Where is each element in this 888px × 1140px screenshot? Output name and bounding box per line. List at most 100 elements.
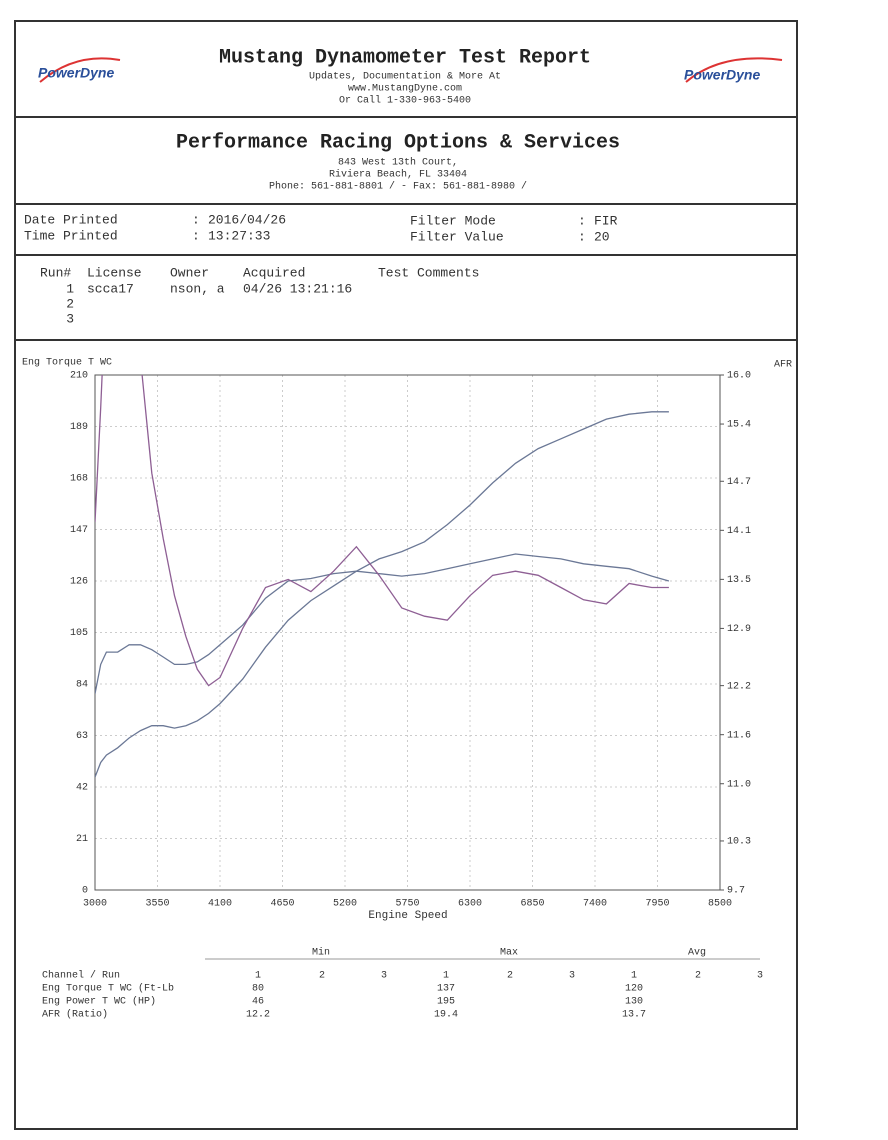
- runs-cell: 3: [66, 311, 74, 326]
- summary-value: 120: [625, 984, 643, 995]
- info-sep: :: [192, 212, 200, 227]
- y-tick-label: 105: [70, 628, 88, 639]
- logo-swoosh: [39, 57, 121, 83]
- y2-tick-label: 16.0: [727, 371, 751, 382]
- x-tick-label: 5750: [395, 899, 419, 910]
- data-line: [95, 411, 669, 778]
- channel-name: AFR (Ratio): [42, 1009, 108, 1021]
- summary-value: 46: [252, 997, 264, 1008]
- y2-axis-label: AFR: [774, 360, 792, 371]
- info-value: 13:27:33: [208, 228, 270, 243]
- y-tick-label: 126: [70, 577, 88, 588]
- summary-value: 137: [437, 984, 455, 995]
- y2-tick-label: 14.7: [727, 477, 751, 488]
- logo: PowerDyne: [38, 65, 114, 81]
- y-axis-label: Eng Torque T WC: [22, 358, 112, 369]
- y-tick-label: 21: [76, 834, 88, 845]
- info-label: Time Printed: [24, 228, 118, 243]
- info-sep: :: [578, 213, 586, 228]
- x-tick-label: 3000: [83, 899, 107, 910]
- x-tick-label: 7950: [645, 899, 669, 910]
- data-line: [95, 553, 670, 694]
- info-sep: :: [192, 228, 200, 243]
- y-tick-label: 189: [70, 422, 88, 433]
- info-value: 2016/04/26: [208, 212, 286, 227]
- report-title: Mustang Dynamometer Test Report: [219, 46, 591, 69]
- run-header: 2: [695, 971, 701, 982]
- x-tick-label: 4100: [208, 899, 232, 910]
- x-tick-label: 8500: [708, 899, 732, 910]
- summary-value: 12.2: [246, 1010, 270, 1021]
- group-label: Avg: [688, 948, 706, 959]
- summary-value: 195: [437, 997, 455, 1008]
- info-label: Filter Value: [410, 229, 504, 244]
- info-label: Filter Mode: [410, 213, 496, 228]
- y2-tick-label: 11.6: [727, 730, 751, 741]
- run-header: 1: [255, 971, 261, 982]
- runs-header: Acquired: [243, 265, 305, 280]
- summary-value: 13.7: [622, 1010, 646, 1021]
- y2-tick-label: 10.3: [727, 837, 751, 848]
- data-line: [95, 375, 669, 687]
- summary-value: 80: [252, 984, 264, 995]
- y-tick-label: 210: [70, 371, 88, 382]
- channel-header: Channel / Run: [42, 970, 120, 982]
- shop-line: 843 West 13th Court,: [338, 157, 458, 169]
- x-tick-label: 4650: [270, 899, 294, 910]
- x-tick-label: 7400: [583, 899, 607, 910]
- info-sep: :: [578, 229, 586, 244]
- shop-line: Phone: 561-881-8801 / - Fax: 561-881-898…: [269, 181, 527, 193]
- run-header: 3: [381, 971, 387, 982]
- group-label: Max: [500, 948, 518, 959]
- plot-frame: [94, 374, 721, 891]
- runs-header: Owner: [170, 265, 209, 280]
- runs-cell: 04/26 13:21:16: [243, 281, 352, 296]
- y2-tick-label: 15.4: [727, 420, 751, 431]
- channel-name: Eng Torque T WC (Ft-Lb: [42, 983, 174, 995]
- runs-header: Test Comments: [378, 265, 479, 280]
- y2-tick-label: 12.9: [727, 624, 751, 635]
- run-header: 3: [569, 971, 575, 982]
- run-header: 2: [507, 971, 513, 982]
- y2-tick-label: 14.1: [727, 526, 751, 537]
- shop-line: Riviera Beach, FL 33404: [329, 169, 467, 181]
- info-value: 20: [594, 229, 610, 244]
- group-label: Min: [312, 947, 330, 959]
- y-tick-label: 168: [70, 474, 88, 485]
- x-tick-label: 6850: [520, 899, 544, 910]
- runs-cell: 1: [66, 281, 74, 296]
- runs-header: License: [87, 265, 142, 280]
- y-tick-label: 0: [82, 886, 88, 897]
- x-axis-label: Engine Speed: [368, 910, 447, 922]
- y-tick-label: 63: [76, 731, 88, 742]
- y2-tick-label: 13.5: [727, 575, 751, 586]
- channel-name: Eng Power T WC (HP): [42, 996, 156, 1008]
- y2-tick-label: 12.2: [727, 681, 751, 692]
- logo: PowerDyne: [684, 67, 760, 83]
- run-header: 2: [319, 971, 325, 982]
- y-tick-label: 147: [70, 525, 88, 536]
- x-tick-label: 6300: [458, 899, 482, 910]
- x-tick-label: 3550: [145, 899, 169, 910]
- run-header: 1: [631, 971, 637, 982]
- run-header: 1: [443, 971, 449, 982]
- header-line: www.MustangDyne.com: [348, 84, 462, 95]
- info-label: Date Printed: [24, 212, 118, 227]
- run-header: 3: [757, 971, 763, 982]
- logo-swoosh: [685, 57, 783, 83]
- info-value: FIR: [594, 213, 618, 228]
- shop-name: Performance Racing Options & Services: [176, 131, 620, 154]
- y2-tick-label: 11.0: [727, 779, 751, 790]
- y2-tick-label: 9.7: [727, 886, 745, 897]
- header-line: Or Call 1-330-963-5400: [339, 95, 471, 107]
- summary-value: 130: [625, 997, 643, 1008]
- runs-cell: 2: [66, 296, 74, 311]
- summary-value: 19.4: [434, 1010, 458, 1021]
- runs-cell: scca17: [87, 281, 134, 296]
- y-tick-label: 42: [76, 783, 88, 794]
- y-tick-label: 84: [76, 680, 88, 691]
- x-tick-label: 5200: [333, 899, 357, 910]
- outer-frame: [14, 20, 798, 1130]
- runs-header: Run#: [40, 265, 71, 280]
